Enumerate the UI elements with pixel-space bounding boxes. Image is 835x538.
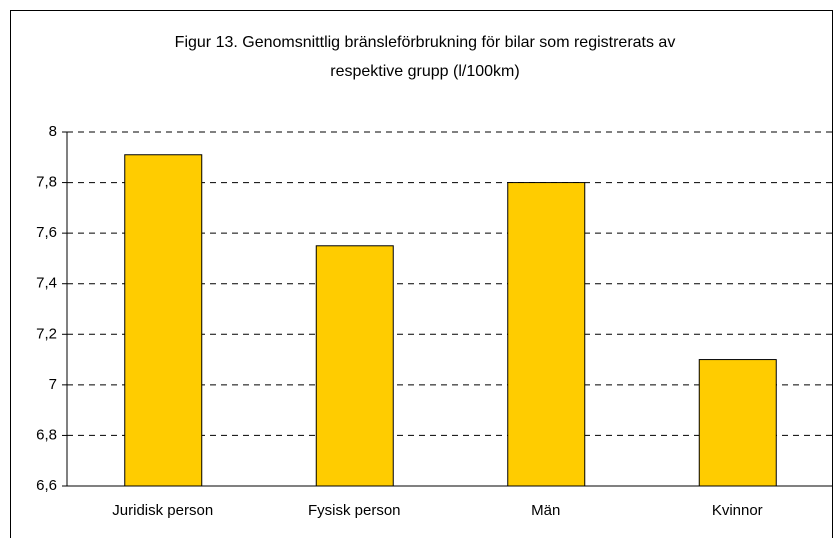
y-tick-label: 7,6 bbox=[36, 224, 57, 241]
y-tick-label: 7 bbox=[49, 376, 57, 393]
bar bbox=[507, 182, 586, 487]
chart-title: Figur 13. Genomsnittlig bränsleförbrukni… bbox=[175, 34, 676, 51]
x-tick-label: Män bbox=[531, 502, 560, 519]
y-tick-label: 7,8 bbox=[36, 174, 57, 191]
y-tick-label: 7,2 bbox=[36, 325, 57, 342]
x-tick-label: Kvinnor bbox=[712, 502, 763, 519]
bar bbox=[698, 359, 777, 487]
y-tick-label: 6,6 bbox=[36, 477, 57, 494]
x-tick-label: Fysisk person bbox=[308, 502, 401, 519]
y-tick-label: 7,4 bbox=[36, 275, 57, 292]
y-tick-label: 6,8 bbox=[36, 426, 57, 443]
bar bbox=[315, 245, 394, 487]
chart-title: respektive grupp (l/100km) bbox=[330, 63, 519, 80]
y-tick-label: 8 bbox=[49, 123, 57, 140]
bar bbox=[124, 154, 203, 487]
x-tick-label: Juridisk person bbox=[112, 502, 213, 519]
